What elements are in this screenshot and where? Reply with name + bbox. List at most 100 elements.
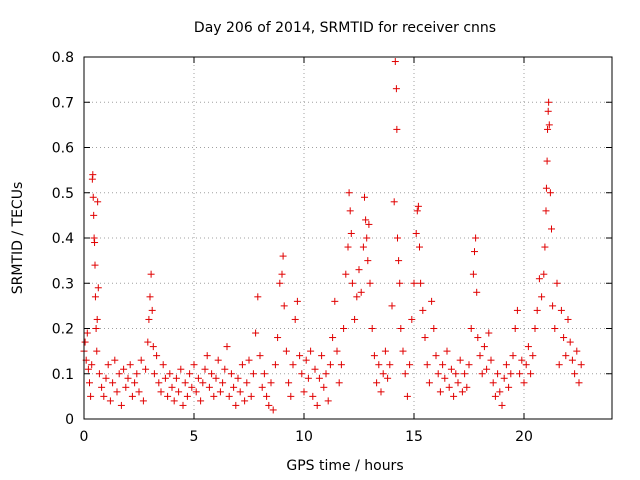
data-point — [524, 343, 532, 351]
data-point — [473, 288, 481, 296]
data-point — [170, 397, 178, 405]
data-point — [315, 374, 323, 382]
data-point — [441, 374, 449, 382]
data-point — [416, 243, 423, 251]
data-point — [518, 356, 526, 364]
data-point — [377, 388, 385, 396]
data-point — [541, 243, 549, 251]
data-point — [545, 98, 553, 106]
data-point — [439, 361, 447, 369]
data-point — [93, 315, 101, 323]
data-point — [480, 343, 488, 351]
data-point — [120, 365, 128, 373]
data-point — [271, 361, 279, 369]
data-point — [243, 379, 251, 387]
data-point — [148, 306, 156, 314]
y-tick-label: 0.7 — [52, 95, 74, 111]
x-tick-label: 20 — [515, 429, 533, 445]
data-point — [293, 297, 301, 305]
data-point — [471, 248, 478, 256]
data-point — [291, 315, 299, 323]
data-point — [365, 220, 373, 228]
data-point — [147, 270, 155, 278]
data-point — [296, 352, 304, 360]
data-point — [390, 198, 398, 206]
data-point — [551, 325, 559, 332]
x-axis-label: GPS time / hours — [286, 458, 403, 474]
data-point — [573, 347, 581, 355]
data-point — [208, 370, 216, 378]
data-point — [287, 392, 295, 400]
data-point — [225, 392, 233, 400]
data-point — [474, 334, 482, 342]
data-point — [302, 356, 310, 364]
data-point — [403, 392, 411, 400]
data-point — [452, 370, 460, 378]
data-point — [557, 306, 565, 314]
data-point — [345, 189, 353, 197]
data-point — [465, 361, 473, 369]
data-point — [434, 370, 442, 378]
data-point — [177, 365, 185, 373]
data-point — [88, 361, 96, 369]
data-point — [155, 379, 163, 387]
data-point — [91, 239, 99, 247]
data-point — [157, 388, 165, 396]
data-point — [548, 225, 555, 233]
data-point — [375, 361, 383, 369]
data-point — [145, 315, 153, 323]
data-point — [282, 347, 290, 355]
data-point — [258, 383, 266, 391]
data-point — [102, 374, 110, 382]
data-point — [90, 211, 98, 219]
data-point — [401, 370, 409, 378]
data-point — [329, 334, 337, 342]
data-point — [205, 383, 213, 391]
data-point — [507, 370, 515, 378]
data-point — [379, 370, 387, 378]
data-point — [254, 293, 262, 301]
data-point — [203, 352, 211, 360]
data-point — [351, 315, 359, 323]
data-point — [128, 392, 136, 400]
data-point — [197, 397, 205, 405]
data-point — [487, 356, 495, 364]
data-point — [324, 397, 332, 405]
data-point — [373, 379, 381, 387]
data-point — [544, 125, 552, 133]
data-point — [368, 325, 376, 332]
data-point — [344, 243, 352, 251]
data-point — [538, 293, 546, 301]
data-point — [214, 356, 222, 364]
data-point — [445, 383, 453, 391]
data-point — [247, 392, 255, 400]
data-point — [126, 361, 134, 369]
x-tick-label: 5 — [190, 429, 199, 445]
x-tick-label: 10 — [295, 429, 313, 445]
data-point — [361, 193, 368, 201]
data-point — [393, 125, 401, 133]
data-point — [216, 388, 224, 396]
data-point — [386, 361, 394, 369]
data-point — [113, 388, 121, 396]
data-point — [502, 361, 510, 369]
chart-title: Day 206 of 2014, SRMTID for receiver cnn… — [194, 20, 496, 36]
data-point — [146, 293, 154, 301]
y-tick-label: 0.5 — [52, 186, 74, 202]
data-point — [436, 388, 444, 396]
data-point — [131, 379, 139, 387]
data-point — [94, 198, 102, 206]
data-point — [450, 392, 458, 400]
data-point — [135, 388, 143, 396]
data-point — [370, 352, 378, 360]
data-point — [511, 325, 519, 332]
data-point — [364, 257, 372, 265]
data-point — [150, 370, 158, 378]
data-point — [384, 374, 392, 382]
y-axis-label: SRMTID / TECUs — [10, 182, 26, 295]
data-point — [221, 365, 229, 373]
data-point — [241, 397, 249, 405]
data-point — [194, 374, 202, 382]
data-point — [417, 279, 425, 287]
data-points — [80, 58, 585, 414]
